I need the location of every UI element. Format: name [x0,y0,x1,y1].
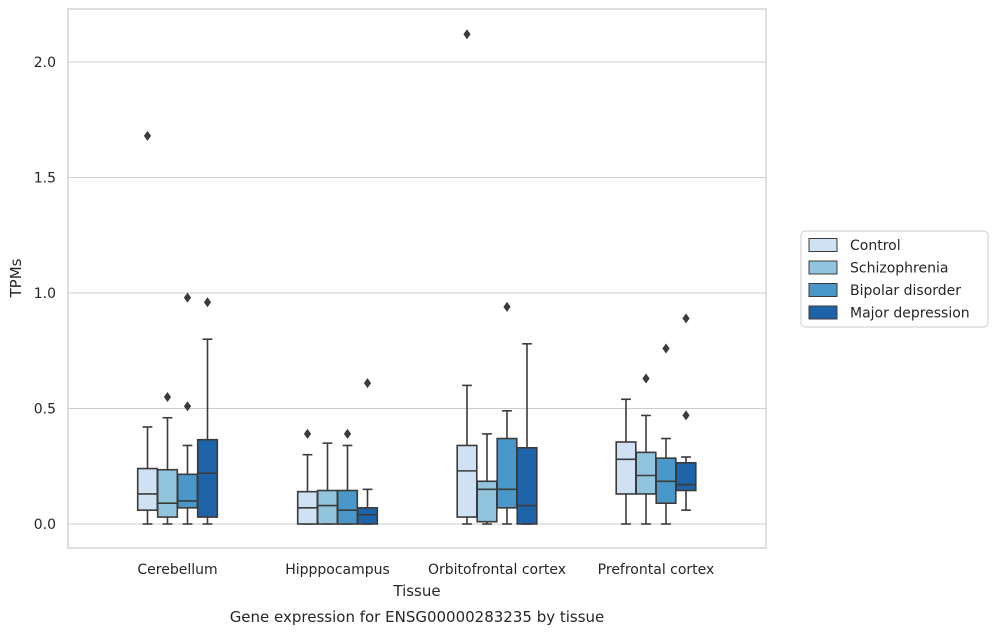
boxes [136,29,697,525]
x-tick-label: Cerebellum [137,562,217,578]
outlier [682,313,690,324]
x-axis-label: Tissue [392,582,440,600]
legend: Control Schizophrenia Bipolar disorder Majo… [800,230,989,328]
outlier [203,297,212,308]
box-1-1 [316,442,339,525]
x-tick-label: Hipppocampus [285,562,390,578]
box [635,451,657,495]
box [316,489,339,525]
legend-swatch [808,283,838,297]
y-tick-label: 0.0 [34,517,56,533]
legend-label: Bipolar disorder [850,283,961,299]
outlier [463,29,471,40]
figure-caption: Gene expression for ENSG00000283235 by t… [230,608,605,626]
y-tick-label: 2.0 [34,55,56,71]
y-tick-label: 1.5 [34,171,56,187]
box [176,473,199,509]
legend-label: Schizophrenia [850,261,948,277]
y-tick-label: 0.5 [34,402,56,418]
box [476,480,498,523]
legend-swatch [808,238,838,252]
box [156,468,179,518]
box-3-1 [635,373,657,525]
outlier [682,410,690,421]
box [356,507,379,525]
box [496,437,518,509]
plot-frame [67,8,767,549]
box [675,461,697,492]
box-0-3 [196,297,219,525]
outlier [183,401,192,412]
outlier [143,130,152,141]
x-tick-label: Orbitofrontal cortex [428,562,566,578]
box-0-0 [136,130,159,525]
box [615,441,637,495]
outlier [503,301,511,312]
box [336,489,359,525]
legend-swatch [808,305,838,320]
outlier [183,292,192,303]
y-tick-labels: 0.0 0.5 1.0 1.5 2.0 [34,55,56,533]
box-2-3 [516,343,538,525]
x-tick-label: Prefrontal cortex [598,562,715,578]
legend-label: Major depression [850,306,970,322]
outlier [363,378,372,389]
legend-swatch [808,260,838,275]
outlier [343,428,352,439]
legend-frame [800,230,989,328]
box-0-2 [176,292,199,525]
box [196,438,219,518]
box-1-3 [356,378,379,525]
box [456,444,478,518]
outlier [642,373,650,384]
legend-label: Control [850,238,901,254]
box [136,467,159,511]
y-tick-label: 1.0 [34,286,56,302]
box-3-3 [675,313,697,511]
box [516,446,538,525]
y-axis-label: TPMs [7,258,25,298]
outlier [662,343,670,354]
x-tick-labels: Cerebellum Hipppocampus Orbitofrontal cort… [137,562,714,578]
box-0-1 [156,391,179,525]
outlier [163,391,172,402]
box-3-2 [655,343,677,525]
outlier [303,428,312,439]
